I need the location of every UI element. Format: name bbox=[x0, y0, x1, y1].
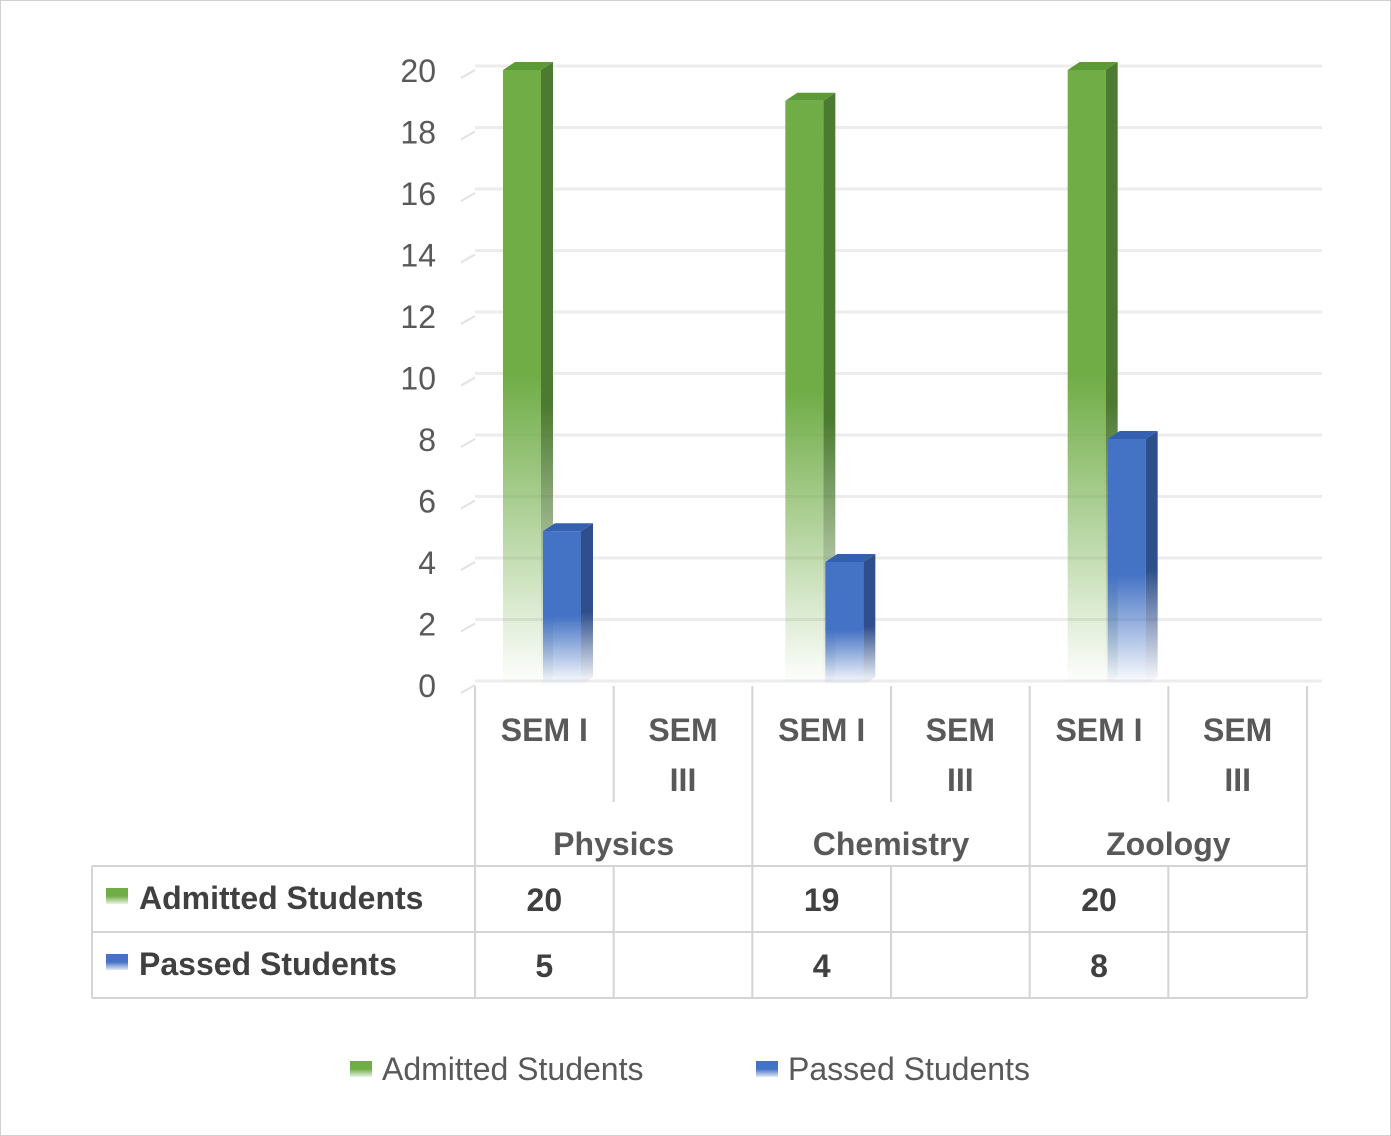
y-tick-label: 18 bbox=[400, 115, 436, 151]
bar-front bbox=[1067, 70, 1106, 685]
legend: Admitted Students Passed Students bbox=[350, 1051, 1030, 1087]
data-table: SEM I SEM III SEM I SEM III SEM I SEM III Physics… bbox=[91, 686, 1308, 999]
gridline-depth bbox=[460, 315, 476, 325]
y-tick-label: 0 bbox=[418, 668, 436, 704]
gridline-depth bbox=[460, 130, 476, 141]
table-value: 5 bbox=[535, 948, 553, 984]
y-tick-label: 12 bbox=[400, 299, 436, 335]
gridline-depth bbox=[460, 499, 476, 510]
y-tick-label: 16 bbox=[400, 176, 436, 212]
bar-top bbox=[543, 523, 593, 532]
bar-front bbox=[543, 531, 581, 685]
bar-front bbox=[785, 100, 824, 685]
legend-label: Admitted Students bbox=[382, 1051, 643, 1087]
bar-passed-students bbox=[825, 554, 876, 685]
bar-front bbox=[1107, 439, 1146, 685]
gridline-depth bbox=[460, 376, 476, 387]
gridline-depth bbox=[460, 684, 476, 694]
table-value: 20 bbox=[1081, 882, 1117, 918]
bar-top bbox=[785, 92, 836, 101]
table-value: 8 bbox=[1090, 948, 1108, 984]
x-tick-label: SEM I bbox=[501, 712, 588, 748]
table-value: 4 bbox=[813, 948, 831, 984]
x-tick-label: SEM I bbox=[778, 712, 865, 748]
bar-top bbox=[503, 62, 553, 70]
y-axis: 0 2 4 6 8 10 12 14 16 18 20 bbox=[400, 53, 436, 704]
bar-top bbox=[1107, 431, 1158, 439]
x-tick-label: SEM I bbox=[1055, 712, 1142, 748]
gridline-depth bbox=[460, 69, 476, 79]
bar-side bbox=[863, 554, 876, 685]
bar-passed-students bbox=[543, 523, 593, 685]
bar-admitted-students bbox=[785, 92, 836, 685]
table-value: 19 bbox=[804, 882, 840, 918]
table-row-label: Passed Students bbox=[139, 946, 397, 982]
table-legend-key bbox=[106, 888, 128, 904]
legend-swatch bbox=[350, 1061, 372, 1077]
gridline-depth bbox=[460, 622, 476, 633]
bar-passed-students bbox=[1107, 431, 1158, 685]
bar-front bbox=[825, 562, 864, 685]
gridline-depth bbox=[460, 192, 476, 202]
x-tick-label: SEM III bbox=[1203, 712, 1272, 798]
bar-front bbox=[503, 70, 541, 685]
y-tick-label: 8 bbox=[418, 422, 436, 458]
legend-label: Passed Students bbox=[788, 1051, 1030, 1087]
y-tick-label: 20 bbox=[400, 53, 436, 89]
bar-top bbox=[825, 554, 876, 562]
gridline-depth bbox=[460, 438, 476, 448]
gridline-depth bbox=[460, 253, 476, 264]
table-row-label: Admitted Students bbox=[139, 880, 423, 916]
y-tick-label: 10 bbox=[400, 361, 436, 397]
gridlines bbox=[460, 64, 1322, 694]
table-legend-key bbox=[106, 954, 128, 970]
y-tick-label: 6 bbox=[418, 484, 436, 520]
group-label: Physics bbox=[553, 826, 674, 862]
x-tick-label: SEM III bbox=[648, 712, 717, 798]
x-tick-label: SEM III bbox=[926, 712, 995, 798]
bars bbox=[503, 62, 1158, 685]
bar-side bbox=[823, 92, 836, 685]
bar-side bbox=[581, 523, 593, 685]
group-label: Zoology bbox=[1106, 826, 1231, 862]
bar-side bbox=[1145, 431, 1158, 685]
group-label: Chemistry bbox=[813, 826, 970, 862]
gridline-depth bbox=[460, 561, 476, 571]
bar-admitted-students bbox=[503, 62, 553, 685]
y-tick-label: 14 bbox=[400, 238, 436, 274]
bar-top bbox=[1067, 62, 1118, 70]
legend-swatch bbox=[756, 1061, 778, 1077]
bar-admitted-students bbox=[1067, 62, 1118, 685]
table-value: 20 bbox=[527, 882, 563, 918]
y-tick-label: 2 bbox=[418, 607, 436, 643]
y-tick-label: 4 bbox=[418, 545, 436, 581]
